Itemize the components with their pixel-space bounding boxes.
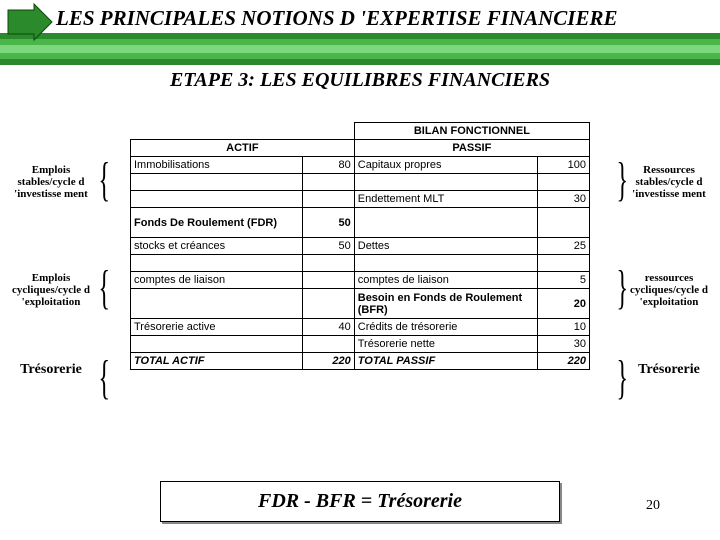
side-label: Trésorerie bbox=[624, 362, 714, 377]
table-row: Besoin en Fonds de Roulement (BFR) 20 bbox=[131, 289, 590, 319]
table-row: Immobilisations 80 Capitaux propres 100 bbox=[131, 157, 590, 174]
col-passif: PASSIF bbox=[354, 140, 589, 157]
table-row: comptes de liaison comptes de liaison 5 bbox=[131, 272, 590, 289]
main-title: LES PRINCIPALES NOTIONS D 'EXPERTISE FIN… bbox=[0, 0, 720, 33]
brace-icon: { bbox=[99, 354, 104, 402]
side-label: Trésorerie bbox=[6, 362, 96, 377]
side-label: Emplois cycliques/cycle d 'exploitation bbox=[6, 272, 96, 308]
side-label: Emplois stables/cycle d 'investisse ment bbox=[6, 164, 96, 200]
content: Emplois stables/cycle d 'investisse ment… bbox=[0, 122, 720, 482]
green-band bbox=[0, 33, 720, 65]
side-label: Ressources stables/cycle d 'investisse m… bbox=[624, 164, 714, 200]
table-row: Trésorerie nette 30 bbox=[131, 336, 590, 353]
subtitle: ETAPE 3: LES EQUILIBRES FINANCIERS bbox=[0, 65, 720, 94]
table-row: Fonds De Roulement (FDR) 50 bbox=[131, 208, 590, 238]
side-label: ressources cycliques/cycle d 'exploitati… bbox=[624, 272, 714, 308]
formula-box: FDR - BFR = Trésorerie bbox=[160, 481, 560, 522]
table-row: TOTAL ACTIF 220 TOTAL PASSIF 220 bbox=[131, 353, 590, 370]
table-row bbox=[131, 174, 590, 191]
brace-icon: } bbox=[617, 264, 622, 312]
balance-sheet-table: BILAN FONCTIONNELACTIFPASSIF Immobilisat… bbox=[130, 122, 590, 370]
table-row bbox=[131, 255, 590, 272]
page-number: 20 bbox=[646, 498, 660, 514]
table-row: Endettement MLT 30 bbox=[131, 191, 590, 208]
brace-icon: { bbox=[99, 264, 104, 312]
table-row: Trésorerie active 40 Crédits de trésorer… bbox=[131, 319, 590, 336]
table-super-header: BILAN FONCTIONNEL bbox=[354, 123, 589, 140]
table-row: stocks et créances 50 Dettes 25 bbox=[131, 238, 590, 255]
arrow-icon bbox=[6, 2, 66, 42]
brace-icon: { bbox=[99, 156, 104, 204]
col-actif: ACTIF bbox=[131, 140, 355, 157]
brace-icon: } bbox=[617, 156, 622, 204]
header: LES PRINCIPALES NOTIONS D 'EXPERTISE FIN… bbox=[0, 0, 720, 94]
brace-icon: } bbox=[617, 354, 622, 402]
